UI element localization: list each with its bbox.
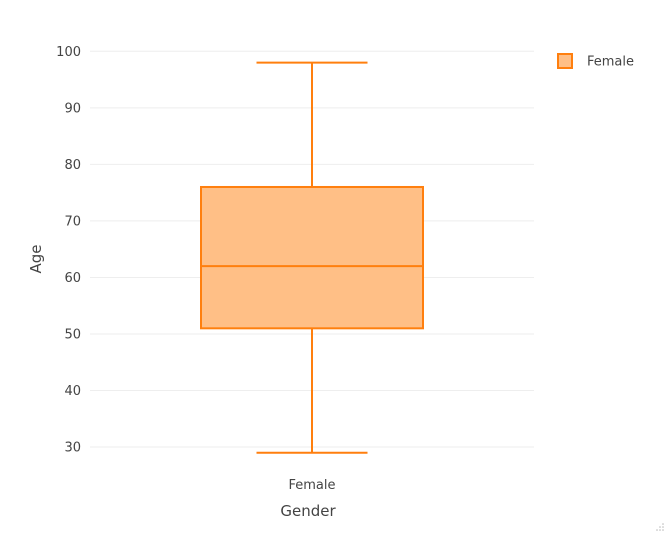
- y-tick-label: 90: [64, 101, 81, 116]
- legend-item[interactable]: Female: [557, 53, 634, 70]
- legend-swatch: [557, 53, 573, 69]
- x-tick-label: Female: [288, 478, 335, 493]
- y-axis-ticks: 30 40 50 60 70 80 90 100: [56, 45, 81, 456]
- legend-label: Female: [587, 55, 634, 70]
- box-female[interactable]: [200, 61, 424, 454]
- y-tick-label: 70: [64, 214, 81, 229]
- y-tick-label: 40: [64, 384, 81, 399]
- box-series[interactable]: [200, 61, 424, 454]
- y-tick-label: 100: [56, 45, 81, 60]
- legend[interactable]: Female: [557, 53, 634, 70]
- x-axis-ticks: Female: [288, 478, 335, 493]
- y-tick-label: 30: [64, 441, 81, 456]
- y-tick-label: 60: [64, 271, 81, 286]
- iqr-box[interactable]: [200, 185, 424, 330]
- y-axis-title: Age: [27, 244, 45, 273]
- y-tick-label: 50: [64, 327, 81, 342]
- resize-handle-icon[interactable]: [654, 521, 664, 531]
- x-axis-title: Gender: [280, 502, 336, 520]
- y-tick-label: 80: [64, 158, 81, 173]
